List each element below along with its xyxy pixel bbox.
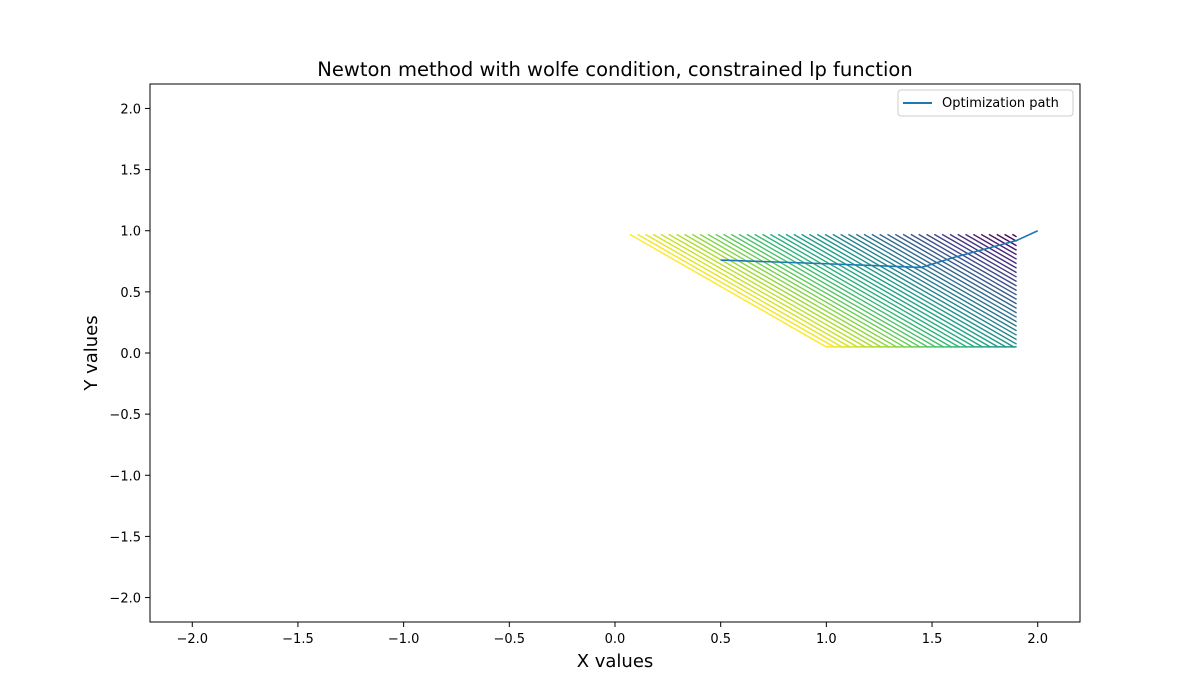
contour-line: [996, 233, 1017, 247]
contour-line: [863, 233, 1017, 323]
y-axis-title: Y values: [81, 315, 102, 391]
contour-line: [652, 233, 859, 348]
contour-line: [910, 233, 1017, 296]
x-tick-label: 1.0: [816, 632, 837, 647]
contour-line: [988, 233, 1017, 251]
contour-line: [902, 233, 1017, 301]
contour-line: [887, 233, 1017, 309]
contour-line: [738, 233, 944, 348]
y-tick-label: 2.0: [120, 102, 141, 117]
contour-line: [684, 233, 890, 348]
contour-line: [1012, 233, 1017, 238]
contour-line: [832, 233, 1017, 341]
contour-line: [629, 233, 835, 348]
legend-label-optimization-path: Optimization path: [942, 96, 1059, 111]
contour-line: [707, 233, 913, 348]
contour-line: [855, 233, 1017, 327]
x-axis-title: X values: [577, 651, 654, 672]
contour-line: [933, 233, 1017, 283]
contour-line: [723, 233, 929, 348]
contour-line: [879, 233, 1017, 314]
contour-line: [762, 233, 968, 348]
contour-line: [848, 233, 1017, 332]
series-layer: [720, 230, 1039, 269]
contour-line: [754, 233, 960, 348]
contour-line: [785, 233, 991, 348]
contour-line: [730, 233, 937, 348]
contour-line: [699, 233, 905, 348]
contour-line: [824, 233, 1017, 345]
contour-line: [769, 233, 976, 348]
y-tick-label: −1.5: [109, 530, 141, 545]
contour-line: [801, 233, 1007, 348]
contour-line: [949, 233, 1017, 274]
contour-line: [746, 233, 952, 348]
x-tick-label: 0.0: [605, 632, 626, 647]
contour-line: [668, 233, 874, 348]
x-axis-ticks: −2.0 −1.5 −1.0 −0.5 0.0 0.5 1.0 1.5 2.0: [176, 622, 1048, 647]
x-tick-label: 0.5: [710, 632, 731, 647]
contour-line: [894, 233, 1017, 305]
x-tick-label: −2.0: [176, 632, 208, 647]
contour-line: [637, 233, 843, 348]
y-tick-label: 1.0: [120, 225, 141, 240]
contour-line: [793, 233, 999, 348]
y-tick-label: 0.0: [120, 347, 141, 362]
contour-line: [941, 233, 1017, 278]
x-tick-label: −0.5: [494, 632, 526, 647]
contour-line: [965, 233, 1017, 265]
contour-line: [1004, 233, 1017, 242]
y-tick-label: −2.0: [109, 592, 141, 607]
contour-line: [918, 233, 1017, 292]
contour-line: [777, 233, 984, 348]
contour-line: [645, 233, 851, 348]
contour-line: [715, 233, 921, 348]
contour-line: [660, 233, 866, 348]
series-line-optimization-path: [720, 230, 1039, 269]
contour-lines: [629, 233, 1017, 348]
contour-line: [816, 233, 1017, 348]
y-tick-label: 0.5: [120, 286, 141, 301]
legend-box: [897, 89, 1074, 117]
contour-line: [809, 233, 1015, 348]
x-tick-label: 2.0: [1027, 632, 1048, 647]
legend: Optimization path: [897, 89, 1074, 117]
contour-line: [957, 233, 1017, 269]
contour-line: [871, 233, 1017, 318]
contour-line: [676, 233, 882, 348]
y-tick-label: 1.5: [120, 164, 141, 179]
x-tick-label: 1.5: [922, 632, 943, 647]
contour-line: [691, 233, 898, 348]
y-tick-label: −0.5: [109, 408, 141, 423]
chart-title: Newton method with wolfe condition, cons…: [317, 58, 912, 81]
x-tick-label: −1.5: [282, 632, 314, 647]
y-axis-ticks: −2.0 −1.5 −1.0 −0.5 0.0 0.5 1.0 1.5 2.0: [109, 102, 150, 607]
contour-line: [926, 233, 1017, 287]
contour-line: [840, 233, 1017, 336]
x-tick-label: −1.0: [388, 632, 420, 647]
y-tick-label: −1.0: [109, 469, 141, 484]
